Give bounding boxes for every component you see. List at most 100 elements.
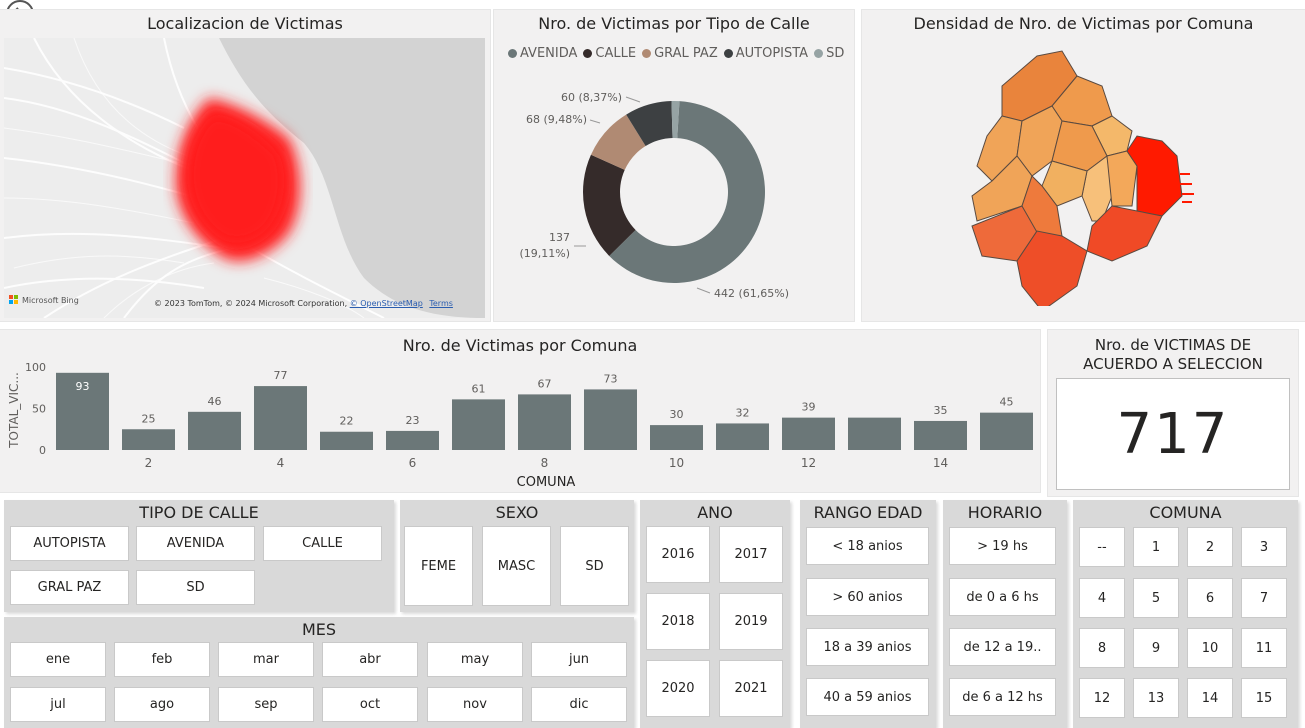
label-avenida: 442 (61,65%) — [714, 287, 789, 300]
comuna-1-area — [1126, 135, 1183, 217]
legend-dot-icon — [723, 49, 733, 58]
bar-comuna-14[interactable] — [914, 420, 967, 450]
mes-option-ago[interactable]: ago — [114, 687, 210, 722]
tipo-calle-option-sd[interactable]: SD — [136, 570, 255, 605]
legend-item-calle[interactable]: CALLE — [583, 46, 636, 61]
comuna-option-12[interactable]: 12 — [1079, 678, 1125, 718]
tipo-calle-option-autopista[interactable]: AUTOPISTA — [10, 526, 129, 561]
legend-dot-icon — [583, 49, 593, 58]
legend-item-gral-paz[interactable]: GRAL PAZ — [642, 46, 718, 61]
bar-comuna-11[interactable] — [716, 423, 769, 450]
rango-edad-title: RANGO EDAD — [813, 503, 923, 522]
donut-slice-avenida[interactable] — [609, 101, 765, 283]
mes-option-dic[interactable]: dic — [531, 687, 627, 722]
bar-comuna-10[interactable] — [650, 425, 703, 450]
terms-link[interactable]: Terms — [429, 299, 453, 308]
choropleth-map[interactable] — [962, 46, 1202, 306]
comuna-option-1[interactable]: 1 — [1133, 527, 1179, 567]
bar-comuna-4[interactable] — [254, 386, 307, 450]
legend-item-sd[interactable]: SD — [814, 46, 844, 61]
mes-option-sep[interactable]: sep — [218, 687, 314, 722]
donut-panel: Nro. de Victimas por Tipo de Calle AVENI… — [494, 10, 854, 321]
comuna-option-13[interactable]: 13 — [1133, 678, 1179, 718]
bar-comuna-2[interactable] — [122, 429, 175, 450]
sexo-option-masc[interactable]: MASC — [482, 526, 551, 606]
sexo-option-feme[interactable]: FEME — [404, 526, 473, 606]
donut-slice-calle[interactable] — [583, 154, 636, 256]
comuna-option-14[interactable]: 14 — [1187, 678, 1233, 718]
mes-option-feb[interactable]: feb — [114, 642, 210, 677]
mes-option-jun[interactable]: jun — [531, 642, 627, 677]
comuna-option-9[interactable]: 9 — [1133, 628, 1179, 668]
legend-item-autopista[interactable]: AUTOPISTA — [723, 46, 808, 61]
choropleth-title: Densidad de Nro. de Victimas por Comuna — [913, 14, 1254, 33]
bar-comuna-12[interactable] — [782, 417, 835, 450]
mes-option-abr[interactable]: abr — [322, 642, 418, 677]
bar-comuna-13[interactable] — [848, 417, 901, 450]
ano-option-2021[interactable]: 2021 — [719, 660, 783, 717]
tipo-calle-option-avenida[interactable]: AVENIDA — [136, 526, 255, 561]
bar-comuna-7[interactable] — [452, 399, 505, 450]
bar-comuna-3[interactable] — [188, 411, 241, 450]
bar-comuna-1[interactable] — [56, 372, 109, 450]
rango-edad-option-menor-18[interactable]: < 18 anios — [806, 527, 929, 565]
comuna-option-5[interactable]: 5 — [1133, 578, 1179, 618]
horario-option-mayor-19[interactable]: > 19 hs — [949, 527, 1056, 565]
mes-option-nov[interactable]: nov — [427, 687, 523, 722]
bar-value-label: 35 — [934, 404, 948, 417]
tipo-calle-title: TIPO DE CALLE — [139, 503, 259, 522]
osm-link[interactable]: © OpenStreetMap — [349, 299, 423, 308]
rango-edad-option-40-59[interactable]: 40 a 59 anios — [806, 678, 929, 716]
x-tick-label: 6 — [409, 456, 417, 470]
bar-value-label: 61 — [472, 382, 486, 395]
victims-map[interactable]: Microsoft Bing © 2023 TomTom, © 2024 Mic… — [4, 38, 485, 318]
bing-label: Microsoft Bing — [22, 295, 79, 305]
comuna-option-2[interactable]: 2 — [1187, 527, 1233, 567]
bar-comuna-9[interactable] — [584, 389, 637, 450]
horario-option-12-19[interactable]: de 12 a 19.. — [949, 628, 1056, 666]
attribution-text: © 2023 TomTom, © 2024 Microsoft Corporat… — [154, 299, 348, 308]
map-attribution: © 2023 TomTom, © 2024 Microsoft Corporat… — [154, 299, 453, 308]
comuna-option-8[interactable]: 8 — [1079, 628, 1125, 668]
mes-option-mar[interactable]: mar — [218, 642, 314, 677]
bar-value-label: 30 — [670, 408, 684, 421]
mes-option-oct[interactable]: oct — [322, 687, 418, 722]
horario-option-6-12[interactable]: de 6 a 12 hs — [949, 678, 1056, 716]
mes-option-ene[interactable]: ene — [10, 642, 106, 677]
microsoft-logo-icon — [9, 295, 18, 304]
ano-option-2019[interactable]: 2019 — [719, 593, 783, 650]
legend-label: CALLE — [595, 46, 637, 61]
comuna-option-3[interactable]: 3 — [1241, 527, 1287, 567]
mes-option-jul[interactable]: jul — [10, 687, 106, 722]
bar-comuna-8[interactable] — [518, 394, 571, 450]
comuna-option-15[interactable]: 15 — [1241, 678, 1287, 718]
horario-option-0-6[interactable]: de 0 a 6 hs — [949, 578, 1056, 616]
bar-comuna-15[interactable] — [980, 412, 1033, 450]
comuna-option-4[interactable]: 4 — [1079, 578, 1125, 618]
sexo-option-sd[interactable]: SD — [560, 526, 629, 606]
donut-slice-gral-paz[interactable] — [590, 114, 646, 170]
tipo-calle-option-gral-paz[interactable]: GRAL PAZ — [10, 570, 129, 605]
mes-option-may[interactable]: may — [427, 642, 523, 677]
donut-slice-autopista[interactable] — [626, 101, 673, 147]
rango-edad-option-18-39[interactable]: 18 a 39 anios — [806, 628, 929, 666]
mes-title: MES — [301, 620, 337, 639]
tipo-calle-option-calle[interactable]: CALLE — [263, 526, 382, 561]
donut-slice-sd[interactable] — [671, 101, 680, 139]
map-title: Localizacion de Victimas — [147, 14, 343, 33]
bar-comuna-6[interactable] — [386, 430, 439, 450]
ano-option-2016[interactable]: 2016 — [646, 526, 710, 583]
ano-option-2017[interactable]: 2017 — [719, 526, 783, 583]
rango-edad-option-mayor-60[interactable]: > 60 anios — [806, 578, 929, 616]
legend-dot-icon — [642, 49, 652, 58]
comuna-option-11[interactable]: 11 — [1241, 628, 1287, 668]
legend-item-avenida[interactable]: AVENIDA — [508, 46, 577, 61]
bar-value-label: 32 — [736, 406, 750, 419]
bar-comuna-5[interactable] — [320, 431, 373, 450]
comuna-option-10[interactable]: 10 — [1187, 628, 1233, 668]
ano-option-2020[interactable]: 2020 — [646, 660, 710, 717]
comuna-option-7[interactable]: 7 — [1241, 578, 1287, 618]
comuna-option-6[interactable]: 6 — [1187, 578, 1233, 618]
ano-option-2018[interactable]: 2018 — [646, 593, 710, 650]
comuna-option-none[interactable]: -- — [1079, 527, 1125, 567]
